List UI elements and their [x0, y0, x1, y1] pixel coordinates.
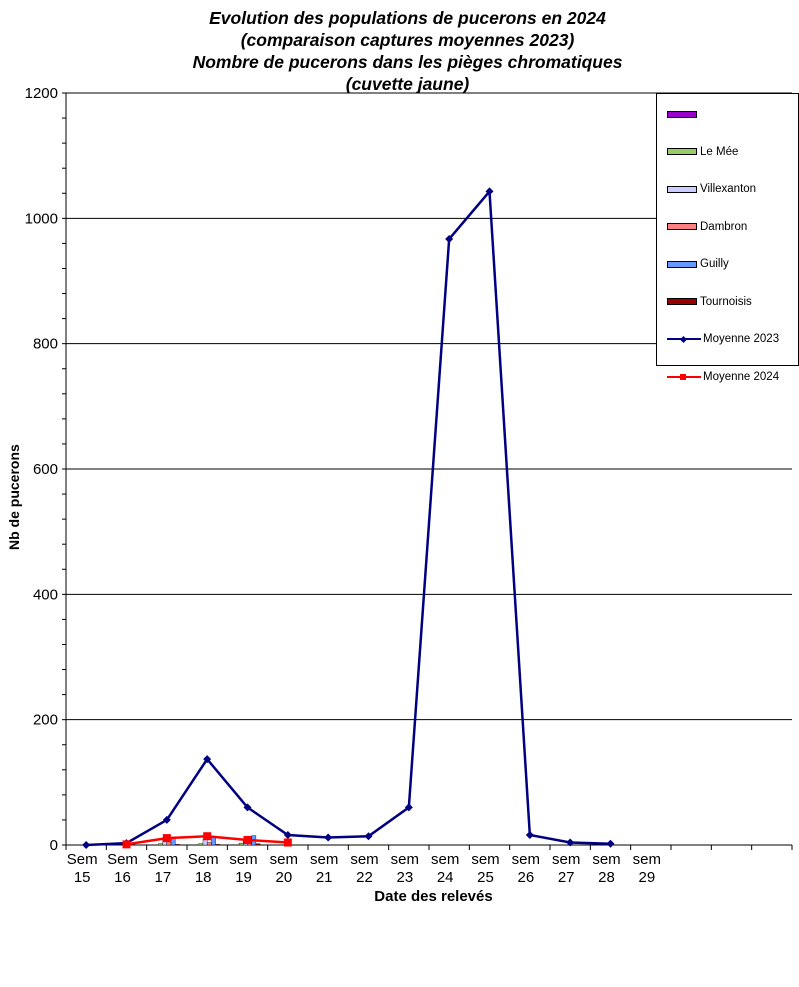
x-tick-label: 16 — [114, 869, 131, 886]
data-point — [404, 803, 413, 812]
chart-title-line-4: (cuvette jaune) — [345, 74, 470, 94]
data-point — [82, 841, 91, 849]
y-tick-label: 200 — [33, 712, 58, 729]
bar — [211, 837, 216, 846]
legend-marker — [679, 335, 688, 343]
legend-entry: Moyenne 2023 — [667, 331, 779, 347]
legend-swatch — [667, 223, 697, 230]
y-tick-label: 1000 — [25, 210, 58, 227]
data-point — [283, 838, 292, 847]
bar — [175, 844, 180, 846]
y-tick-label: 0 — [50, 837, 58, 854]
bar — [158, 843, 163, 846]
bar — [206, 842, 212, 846]
chart-title-line-3: Nombre de pucerons dans les pièges chrom… — [192, 52, 623, 72]
chart-title-line-2: (comparaison captures moyennes 2023) — [240, 30, 575, 50]
legend-entry — [667, 106, 700, 122]
data-point — [445, 235, 454, 244]
legend-label: Guilly — [700, 258, 729, 270]
x-tick-label: sem — [270, 851, 298, 868]
x-tick-label: 23 — [396, 869, 413, 886]
data-point — [243, 835, 252, 844]
x-tick-label: Sem — [188, 851, 219, 868]
x-tick-label: 21 — [316, 869, 333, 886]
bar — [166, 841, 172, 846]
legend-entry: Le Mée — [667, 144, 738, 160]
x-tick-label: Sem — [67, 851, 98, 868]
data-point — [525, 830, 534, 839]
legend-label: Moyenne 2024 — [703, 370, 780, 383]
legend-label: Dambron — [700, 220, 748, 233]
data-point — [324, 833, 333, 842]
x-tick-label: 24 — [437, 869, 454, 886]
x-tick-label: 26 — [517, 869, 534, 886]
y-tick-label: 400 — [33, 586, 58, 603]
legend-line-swatch — [667, 334, 701, 344]
data-point — [122, 840, 131, 849]
x-tick-label: 20 — [275, 869, 292, 886]
x-tick-label: sem — [229, 851, 257, 868]
x-tick-label: 27 — [558, 869, 575, 886]
data-point — [606, 839, 615, 848]
data-point — [485, 187, 494, 196]
x-tick-label: sem — [391, 851, 419, 868]
data-point — [203, 832, 212, 841]
x-tick-label: 22 — [356, 869, 373, 886]
x-tick-label: sem — [310, 851, 338, 868]
y-tick-label: 1200 — [25, 85, 58, 102]
data-point — [283, 830, 292, 839]
x-tick-label: sem — [471, 851, 499, 868]
data-point — [243, 803, 252, 812]
x-tick-label: Sem — [147, 851, 178, 868]
data-point — [162, 834, 171, 843]
x-tick-label: sem — [431, 851, 459, 868]
legend-label: Moyenne 2023 — [703, 333, 780, 345]
legend-label: Villexanton — [700, 183, 757, 195]
bar — [198, 843, 204, 846]
x-tick-label: sem — [512, 851, 540, 868]
legend-swatch — [667, 260, 697, 268]
legend-swatch — [667, 148, 697, 155]
x-axis-label: Date des relevés — [374, 888, 493, 905]
data-point — [203, 755, 212, 764]
legend-entry: Dambron — [667, 219, 747, 235]
legend-entry: Tournoisis — [667, 294, 752, 310]
x-tick-label: 28 — [598, 869, 615, 886]
x-tick-label: 25 — [477, 869, 494, 886]
y-tick-label: 600 — [33, 461, 58, 478]
y-axis-label: Nb de pucerons — [6, 444, 22, 550]
x-tick-label: 17 — [154, 869, 171, 886]
bar — [238, 842, 244, 846]
data-point — [162, 815, 171, 824]
legend-label: Tournoisis — [700, 295, 752, 308]
legend-entry: Villexanton — [667, 181, 756, 197]
x-tick-label: 19 — [235, 869, 252, 886]
x-tick-label: 29 — [638, 869, 655, 886]
x-tick-label: 15 — [74, 869, 91, 886]
y-tick-label: 800 — [33, 336, 58, 353]
x-tick-label: sem — [350, 851, 378, 868]
legend-marker — [680, 373, 686, 380]
bar — [215, 844, 220, 846]
chart-title-line-1: Evolution des populations de pucerons en… — [209, 8, 606, 28]
legend-swatch — [667, 298, 697, 305]
bar — [170, 838, 176, 846]
bar — [255, 843, 261, 846]
x-tick-label: sem — [592, 851, 620, 868]
legend-entry: Moyenne 2024 — [667, 369, 779, 385]
data-point — [566, 838, 575, 847]
x-tick-label: sem — [633, 851, 661, 868]
legend-swatch — [667, 185, 697, 193]
series-line — [86, 188, 611, 847]
x-tick-label: sem — [552, 851, 580, 868]
chart-legend: Le Mée Villexanton Dambron Guilly Tournoisis… — [656, 93, 799, 383]
legend-line-swatch — [667, 372, 701, 382]
legend-label: Le Mée — [700, 145, 739, 158]
legend-swatch — [667, 110, 697, 118]
legend-entry: Guilly — [667, 256, 729, 272]
x-tick-label: 18 — [195, 869, 212, 886]
x-tick-label: Sem — [107, 851, 138, 868]
data-point — [364, 832, 373, 841]
